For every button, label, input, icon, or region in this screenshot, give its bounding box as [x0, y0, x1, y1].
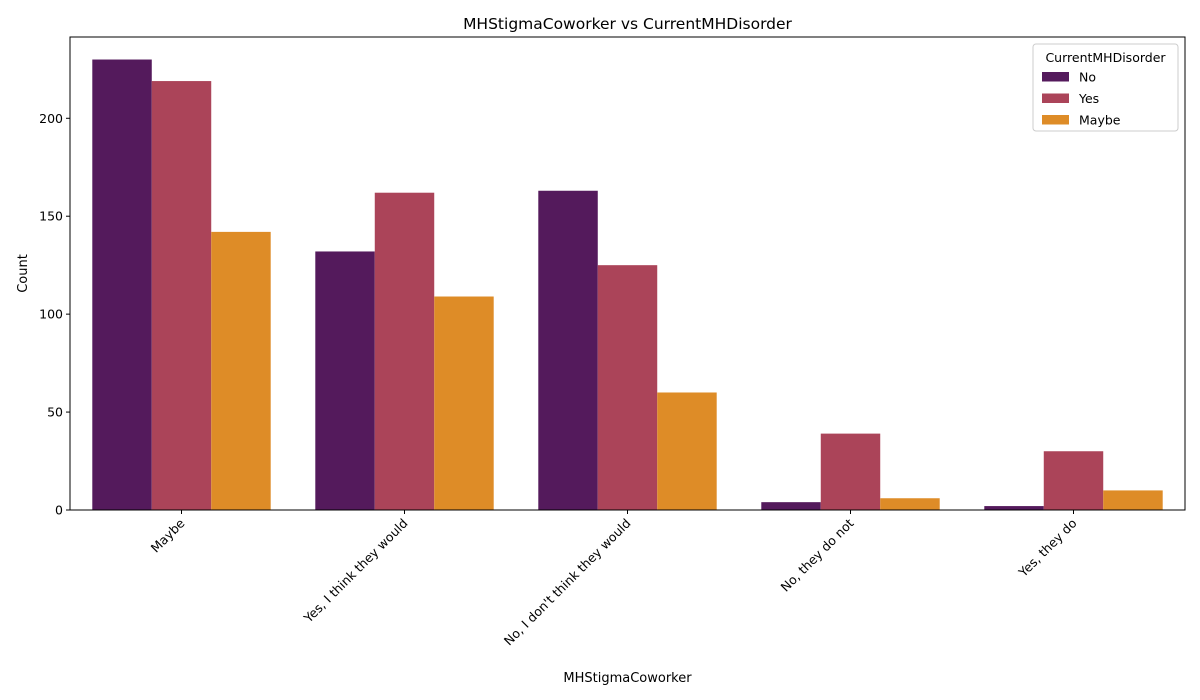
y-tick-label: 50: [47, 405, 63, 420]
legend-box: [1032, 43, 1179, 132]
x-axis-title: MHStigmaCoworker: [563, 671, 692, 686]
bar-no-2: [538, 190, 598, 510]
legend-label-no: No: [1079, 70, 1096, 85]
bar-yes-3: [820, 433, 881, 510]
y-axis-title: Count: [16, 254, 31, 293]
bar-maybe-4: [1103, 490, 1163, 510]
bar-no-0: [92, 59, 152, 511]
x-tick-label: Yes, they do: [1015, 516, 1080, 581]
y-tick-label: 100: [39, 307, 63, 322]
bar-yes-4: [1043, 451, 1104, 510]
x-tick-label: No, I don't think they would: [501, 516, 634, 649]
legend-swatch-no: [1042, 72, 1069, 82]
y-tick-label: 200: [39, 111, 63, 126]
legend: CurrentMHDisorder No Yes Maybe: [1032, 43, 1179, 132]
legend-swatch-maybe: [1042, 115, 1069, 125]
bars-layer: [92, 59, 1163, 511]
bar-yes-1: [374, 192, 435, 510]
x-tick-label: Yes, I think they would: [300, 516, 411, 627]
bar-no-3: [761, 502, 821, 510]
bar-maybe-1: [434, 296, 494, 510]
y-tick-label: 0: [55, 503, 63, 518]
bar-maybe-3: [880, 498, 940, 510]
x-tick-label: No, they do not: [778, 515, 857, 594]
bar-maybe-0: [211, 231, 271, 510]
legend-label-yes: Yes: [1078, 91, 1099, 106]
x-tick-label: Maybe: [148, 515, 188, 555]
bar-yes-2: [597, 265, 658, 510]
bar-maybe-2: [657, 392, 717, 510]
chart-title: MHStigmaCoworker vs CurrentMHDisorder: [463, 15, 792, 33]
bar-yes-0: [151, 81, 212, 510]
bar-no-1: [315, 251, 375, 511]
bar-no-4: [984, 506, 1044, 510]
legend-swatch-yes: [1042, 93, 1069, 103]
y-tick-label: 150: [39, 209, 63, 224]
legend-title: CurrentMHDisorder: [1045, 50, 1166, 65]
legend-label-maybe: Maybe: [1079, 113, 1121, 128]
